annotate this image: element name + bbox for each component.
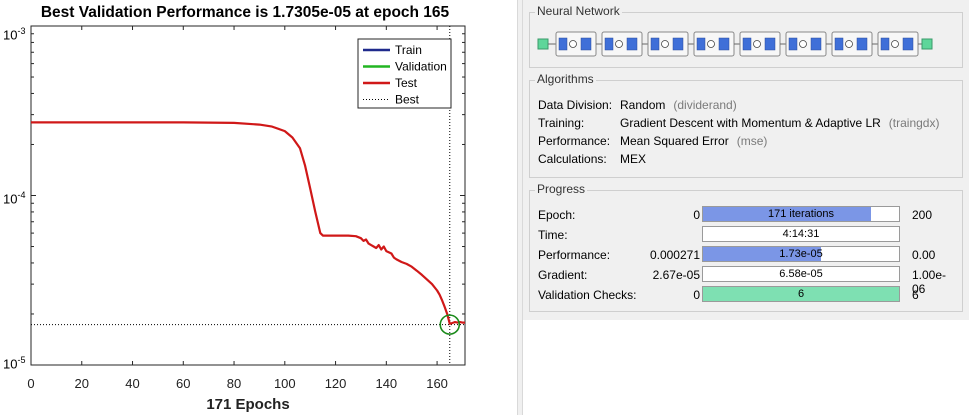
sum-node — [707, 40, 715, 48]
best-point-marker — [439, 314, 461, 335]
weight-box — [880, 37, 890, 51]
y-tick-label-1e-3: 10-3 — [3, 26, 26, 43]
epoch-progress-bar: 171 iterations — [702, 206, 900, 222]
test-series-line — [31, 121, 465, 325]
algorithms-group: Algorithms Data Division: Random (divider… — [529, 72, 963, 178]
sum-node — [753, 40, 761, 48]
input-node — [537, 38, 549, 50]
sum-node — [845, 40, 853, 48]
panel-splitter[interactable] — [517, 0, 523, 415]
group-title-algorithms: Algorithms — [535, 72, 596, 86]
validation-checks-bar: 6 — [702, 286, 900, 302]
legend-entry: Test — [395, 76, 418, 90]
transfer-box — [672, 37, 684, 51]
axis-ticks — [30, 25, 465, 366]
progress-fill — [703, 207, 871, 221]
x-tick-label: 120 — [325, 376, 347, 391]
progress-fill — [703, 287, 899, 301]
x-tick-label: 20 — [75, 376, 89, 391]
y-tick-label-1e-4: 10-4 — [3, 190, 26, 207]
performance-chart: 0 20 40 60 80 100 120 140 160 Train Validation Tes… — [27, 25, 466, 391]
output-node — [921, 38, 933, 50]
progress-row-time: Time: 4:14:31 — [538, 226, 958, 244]
transfer-box — [580, 37, 592, 51]
legend-entry: Validation — [395, 60, 447, 74]
sum-node — [799, 40, 807, 48]
sum-node — [615, 40, 623, 48]
weight-box — [604, 37, 614, 51]
performance-progress-bar: 1.73e-05 — [702, 246, 900, 262]
x-tick-label: 160 — [426, 376, 448, 391]
weight-box — [742, 37, 752, 51]
weight-box — [788, 37, 798, 51]
transfer-box — [902, 37, 914, 51]
legend-entry: Best — [395, 93, 420, 107]
progress-fill — [703, 247, 821, 261]
series-lines — [31, 26, 465, 365]
legend-entry: Train — [395, 43, 422, 57]
y-tick-label-1e-5: 10-5 — [3, 355, 26, 372]
x-tick-label: 100 — [274, 376, 296, 391]
group-title-neural-network: Neural Network — [535, 4, 622, 18]
progress-row-performance: Performance: 0.000271 1.73e-05 0.00 — [538, 246, 936, 262]
network-diagram — [537, 31, 933, 57]
x-axis-label: 171 Epochs — [206, 396, 290, 413]
time-display: 4:14:31 — [702, 226, 900, 242]
sum-node — [661, 40, 669, 48]
transfer-box — [856, 37, 868, 51]
transfer-box — [626, 37, 638, 51]
group-title-progress: Progress — [535, 182, 588, 196]
weight-box — [650, 37, 660, 51]
transfer-box — [810, 37, 822, 51]
x-tick-labels: 0 20 40 60 80 100 120 140 160 — [27, 376, 448, 391]
training-info-panel: Neural Network Algorithms Data Division:… — [523, 0, 969, 415]
gradient-progress-bar: 6.58e-05 — [702, 266, 900, 282]
transfer-box — [718, 37, 730, 51]
progress-row-validation-checks: Validation Checks: 0 6 6 — [538, 286, 919, 302]
x-tick-label: 0 — [27, 376, 34, 391]
legend: Train Validation Test Best — [357, 38, 452, 109]
sum-node — [891, 40, 899, 48]
x-tick-label: 60 — [176, 376, 190, 391]
weight-box — [696, 37, 706, 51]
weight-box — [558, 37, 568, 51]
neural-network-group: Neural Network — [529, 4, 963, 68]
plot-title: Best Validation Performance is 1.7305e-0… — [40, 4, 450, 21]
transfer-box — [764, 37, 776, 51]
sum-node — [569, 40, 577, 48]
progress-row-gradient: Gradient: 2.67e-05 6.58e-05 1.00e-06 — [538, 266, 947, 296]
x-tick-label: 80 — [227, 376, 241, 391]
x-tick-label: 40 — [125, 376, 139, 391]
x-tick-label: 140 — [375, 376, 397, 391]
progress-row-epoch: Epoch: 0 171 iterations 200 — [538, 206, 933, 222]
performance-plot-panel: Best Validation Performance is 1.7305e-0… — [3, 4, 466, 413]
weight-box — [834, 37, 844, 51]
progress-group: Progress Epoch: 0 171 iterations 200 Tim… — [529, 182, 963, 312]
